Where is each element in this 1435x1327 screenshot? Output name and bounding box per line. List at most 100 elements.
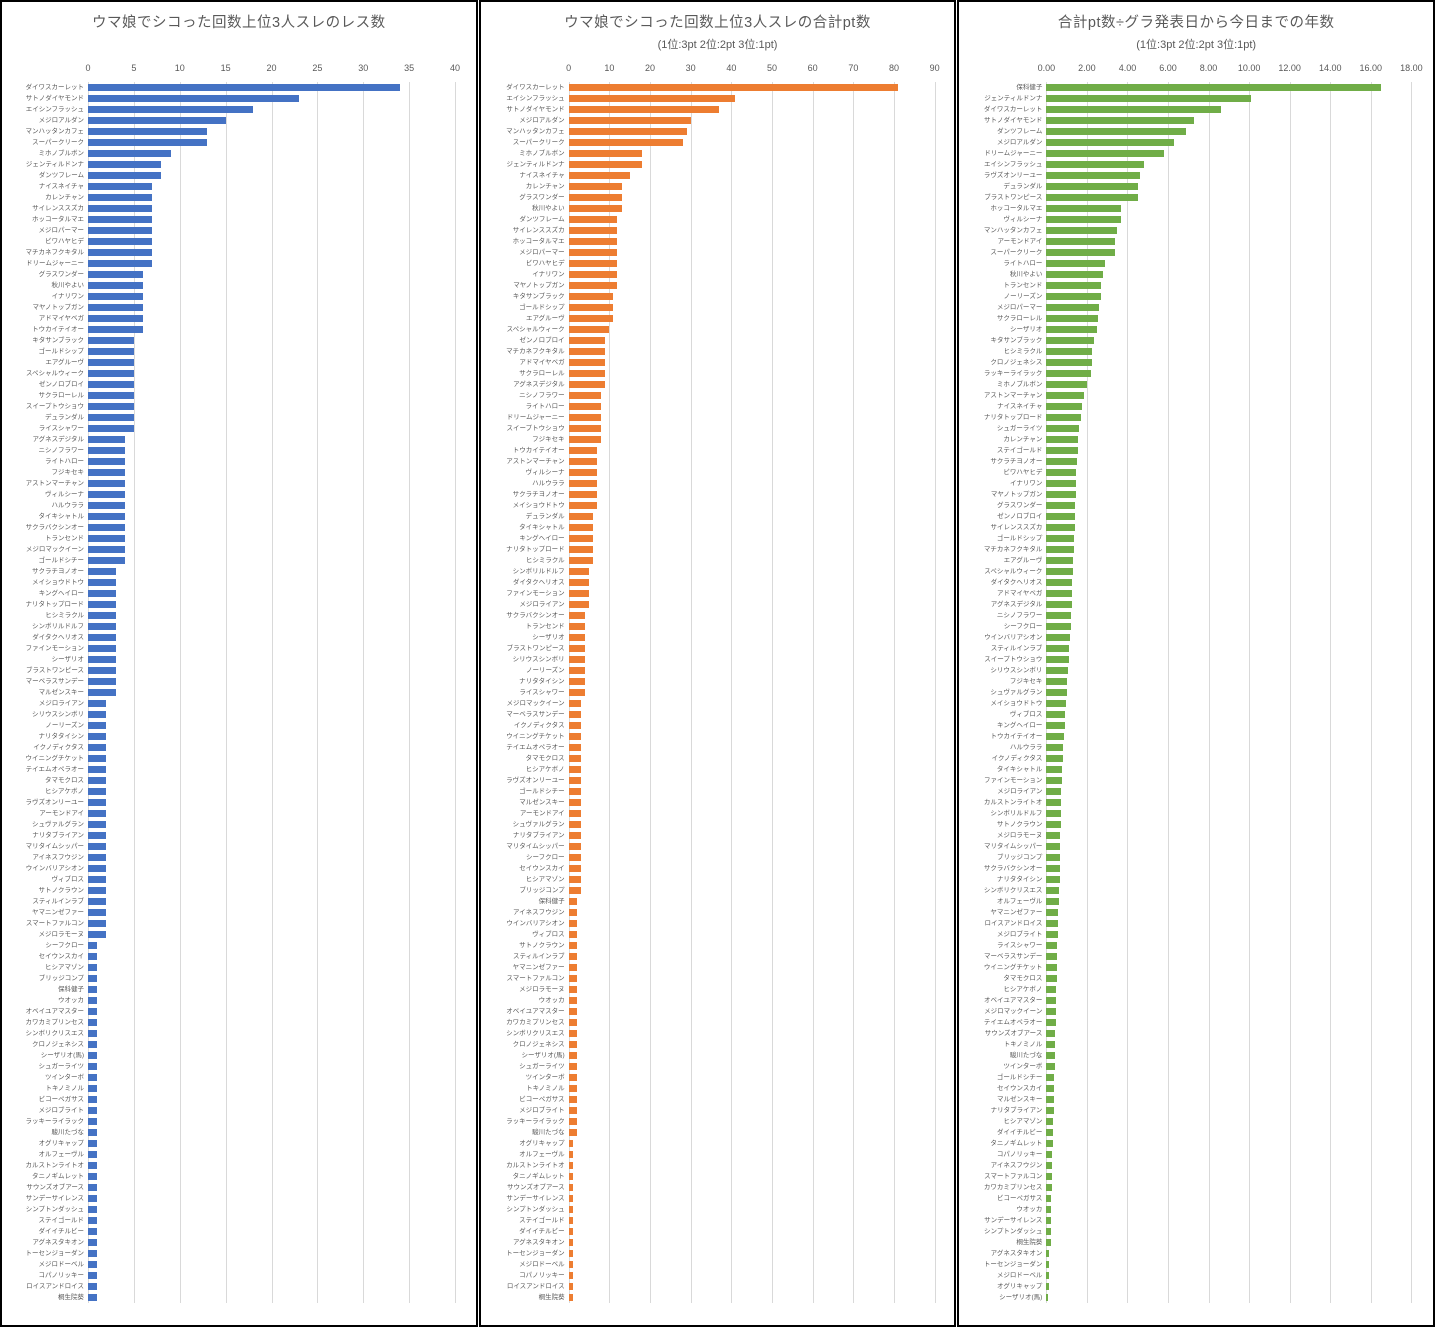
bar-track [88, 148, 455, 159]
category-label: ステイゴールド [38, 1217, 85, 1224]
category-label: スーパークリーク [32, 139, 84, 146]
category-label: メイショウドトウ [512, 502, 565, 509]
bar [568, 1074, 577, 1081]
category-label: スイープトウショウ [984, 656, 1043, 663]
category-label: メジロライアン [997, 788, 1043, 795]
bar-row: メジロマックイーン [481, 698, 955, 709]
category-label: スイープトウショウ [506, 425, 565, 432]
bar-row: ロイスアンドロイス [481, 1281, 955, 1292]
bar-track [88, 1248, 455, 1259]
bar-track [1046, 764, 1411, 775]
bar [1046, 612, 1071, 619]
bar [88, 612, 116, 619]
bar-track [88, 797, 455, 808]
bar-track [1046, 885, 1411, 896]
bar [1046, 513, 1075, 520]
bar-track [1046, 1171, 1411, 1182]
bar-row: サクラローレル [481, 368, 955, 379]
bar-track [88, 775, 455, 786]
bar [88, 403, 134, 410]
bar [568, 359, 606, 366]
category-label: ミホノブルボン [519, 150, 565, 157]
bar-row: ミホノブルボン [481, 148, 955, 159]
bar-track [88, 313, 455, 324]
bar [568, 744, 581, 751]
bar [568, 568, 589, 575]
bar-row: オグリキャップ [959, 1281, 1433, 1292]
category-label: サクラバクシンオー [983, 865, 1043, 872]
bar-row: アグネスタキオン [959, 1248, 1433, 1259]
bar-row: シーフクロー [959, 621, 1433, 632]
bar-row: キタサンブラック [481, 291, 955, 302]
bar [1046, 854, 1060, 861]
bar-row: ナリタブライアン [481, 830, 955, 841]
bar-track [568, 1105, 935, 1116]
bar [88, 546, 125, 553]
bar-row: マルゼンスキー [2, 687, 476, 698]
bar [88, 150, 171, 157]
axis-tick-label: 6.00 [1159, 63, 1177, 73]
category-label: エイシンフラッシュ [25, 106, 84, 113]
bar-track [88, 511, 455, 522]
bar-row: シーザリオ [481, 632, 955, 643]
bar-row: スイープトウショウ [2, 401, 476, 412]
bar-row: ビワハヤヒデ [959, 467, 1433, 478]
bar-row: ウイニングチケット [481, 731, 955, 742]
category-label: 駿川たづな [51, 1129, 85, 1136]
bar [1046, 623, 1071, 630]
axis-tick-label: 5 [131, 63, 137, 73]
bar-row: 秋川やよい [481, 203, 955, 214]
category-label: エイシンフラッシュ [506, 95, 565, 102]
bar-row: スティルインラブ [2, 896, 476, 907]
bar-track [1046, 896, 1411, 907]
bar-track [88, 1171, 455, 1182]
category-label: ノーリーズン [45, 722, 84, 729]
gridline [1208, 82, 1210, 1303]
bar-track [1046, 951, 1411, 962]
bar-track [88, 742, 455, 753]
bar-track [88, 302, 455, 313]
bar-rows: 保科健子 ジェンティルドンナ ダイワスカーレット サトノダイヤモンド ダンツフレーム メジ… [959, 82, 1433, 1303]
bar-row: ビコーペガサス [2, 1094, 476, 1105]
bar-track [568, 643, 935, 654]
category-label: ブリッジコンプ [997, 854, 1043, 861]
bar [568, 139, 683, 146]
bar-row: ミホノブルボン [959, 379, 1433, 390]
bar [568, 117, 691, 124]
bar-row: グラスワンダー [959, 500, 1433, 511]
bar-track [88, 599, 455, 610]
bar-track [88, 522, 455, 533]
bar [1046, 1063, 1055, 1070]
bar-row: ゼンノロブロイ [481, 335, 955, 346]
axis-tick-label: 60 [807, 63, 818, 73]
bar [1046, 722, 1065, 729]
bar-row: マーベラスサンデー [481, 709, 955, 720]
bar-track [568, 797, 935, 808]
category-label: メジロドーベル [38, 1261, 85, 1268]
category-label: 秋川やよい [1009, 271, 1043, 278]
category-label: ブリッジコンプ [38, 975, 84, 982]
bar [88, 711, 107, 718]
category-label: マンハッタンカフェ [983, 227, 1043, 234]
category-label: ナイスネイチャ [38, 183, 84, 190]
bar [88, 898, 107, 905]
bar [88, 1173, 98, 1180]
category-label: ウインバリアシオン [25, 865, 84, 872]
bar [88, 161, 162, 168]
bar [88, 854, 107, 861]
bar-track [1046, 1061, 1411, 1072]
bar [88, 315, 144, 322]
axis-tick-label: 20 [266, 63, 277, 73]
bar-row: マリタイムシッパー [481, 841, 955, 852]
bar [88, 1063, 98, 1070]
bar [568, 1173, 573, 1180]
category-label: 駿川たづな [1009, 1052, 1043, 1059]
bar-track [1046, 203, 1411, 214]
category-label: スペシャルウィーク [25, 370, 84, 377]
bar-row: スティルインラブ [481, 951, 955, 962]
bar [568, 1184, 573, 1191]
bar-track [568, 500, 935, 511]
bar-row: ラヴズオンリーユー [481, 775, 955, 786]
bar [568, 260, 618, 267]
category-label: サトノクラウン [996, 821, 1043, 828]
